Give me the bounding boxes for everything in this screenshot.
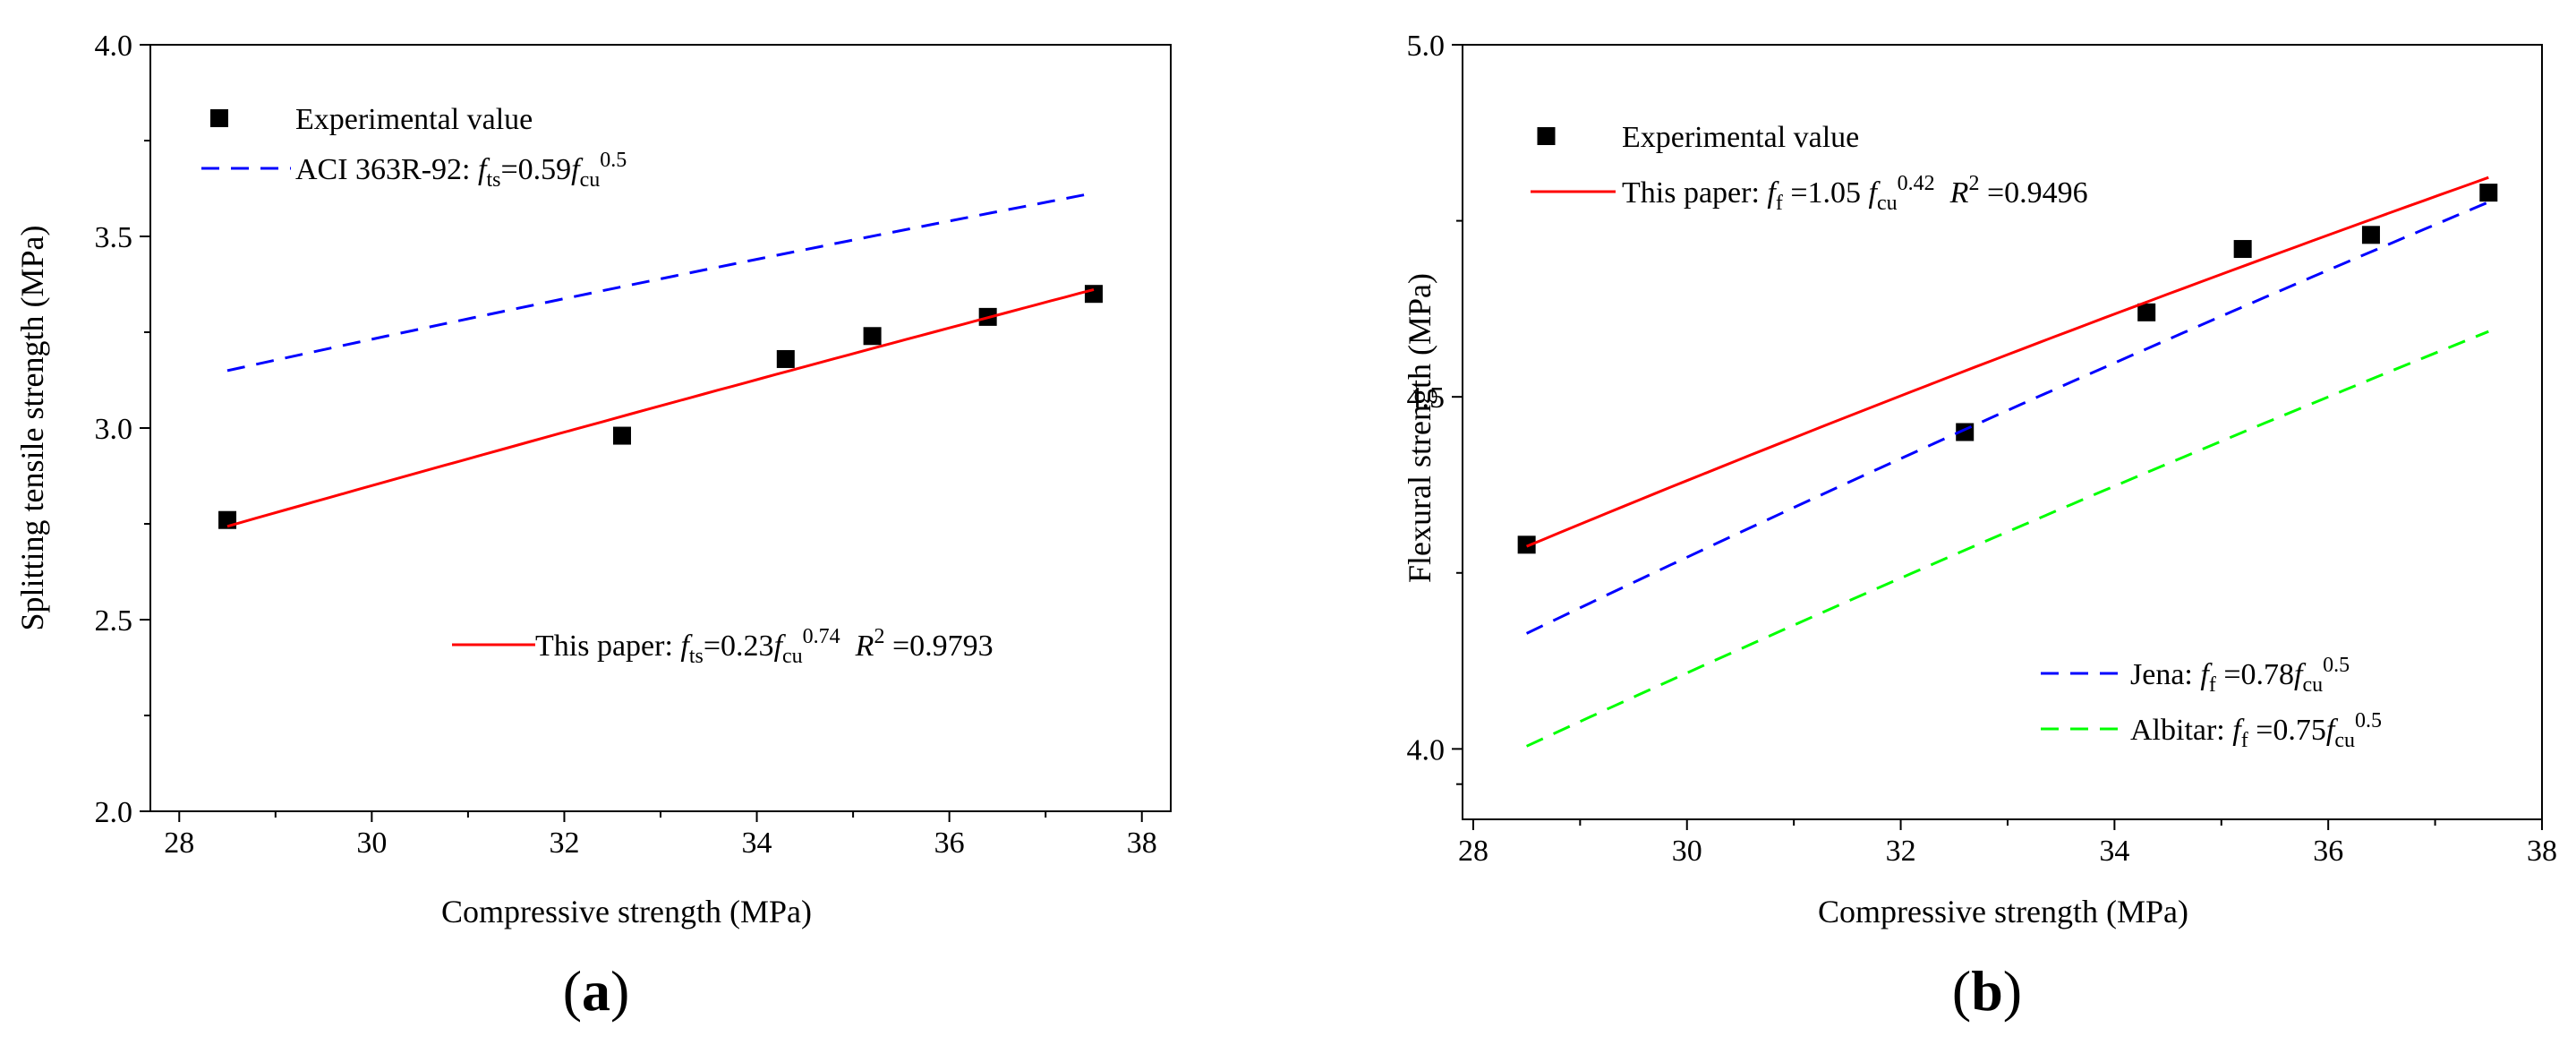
series-line-albitar	[1525, 330, 2489, 748]
legend-label: ACI 363R-92: fts=0.59fcu0.5	[295, 149, 627, 192]
series-line-aci-363r-92	[226, 192, 1095, 373]
plot-frame	[1462, 44, 2543, 820]
x-tick-label: 30	[356, 827, 387, 860]
x-tick-label: 34	[2099, 835, 2129, 868]
legend-label: Experimental value	[1622, 121, 1859, 154]
y-axis-label: Splitting tensile strength (MPa)	[14, 226, 50, 631]
x-tick-label: 36	[934, 827, 965, 860]
y-tick-label: 4.0	[95, 30, 133, 63]
series-line-jena	[1525, 201, 2489, 635]
legend-label: Experimental value	[295, 103, 533, 136]
y-tick-label: 4.5	[1407, 381, 1446, 415]
x-tick-label: 28	[164, 827, 194, 860]
legend-label: This paper: fts=0.23fcu0.74 R2 =0.9793	[535, 625, 994, 668]
x-tick-label: 32	[1886, 835, 1916, 868]
legend-label: This paper: ff =1.05 fcu0.42 R2 =0.9496	[1622, 172, 2088, 215]
y-tick-label: 3.5	[95, 221, 133, 254]
data-point	[1084, 285, 1103, 304]
panel-label: (b)	[1952, 959, 2022, 1023]
data-point	[2361, 226, 2380, 244]
panel-label: (a)	[563, 959, 630, 1023]
y-tick-label: 2.0	[95, 796, 133, 829]
legend-label: Albitar: ff =0.75fcu0.5	[2130, 709, 2382, 752]
legend-item: Albitar: ff =0.75fcu0.5	[2041, 709, 2382, 752]
data-point	[2137, 303, 2156, 321]
x-tick-label: 30	[1672, 835, 1702, 868]
legend-item: This paper: ff =1.05 fcu0.42 R2 =0.9496	[1531, 172, 2088, 215]
y-tick-label: 2.5	[95, 604, 133, 638]
x-tick-label: 38	[2527, 835, 2557, 868]
x-tick-label: 32	[549, 827, 579, 860]
x-tick-label: 36	[2313, 835, 2343, 868]
x-tick-label: 34	[742, 827, 772, 860]
chart-panel-b: 28 30 32 34 36 38 4.0 4.5 5.0 Compressive strengt…	[1402, 30, 2557, 1023]
series-line-this-paper	[1526, 176, 2489, 548]
data-point	[863, 327, 882, 346]
data-point	[2233, 240, 2252, 259]
legend-item: ACI 363R-92: fts=0.59fcu0.5	[201, 149, 627, 192]
data-point	[776, 349, 795, 368]
x-axis-label: Compressive strength (MPa)	[441, 894, 812, 929]
y-axis-label: Flexural strength (MPa)	[1402, 273, 1437, 583]
legend-item: Experimental value	[1537, 121, 1859, 154]
legend-marker	[1537, 127, 1556, 145]
legend-item: Experimental value	[210, 103, 533, 136]
y-tick-label: 4.0	[1407, 733, 1446, 767]
y-tick-label: 3.0	[95, 413, 133, 446]
x-tick-label: 28	[1458, 835, 1488, 868]
x-tick-label: 38	[1127, 827, 1157, 860]
series-line-this-paper	[226, 287, 1095, 528]
y-tick-label: 5.0	[1407, 30, 1446, 63]
data-point	[2479, 184, 2498, 202]
data-point	[612, 426, 631, 445]
data-point	[1517, 535, 1536, 554]
legend-item: This paper: fts=0.23fcu0.74 R2 =0.9793	[452, 625, 994, 668]
x-axis-label: Compressive strength (MPa)	[1818, 894, 2188, 929]
legend-marker	[210, 109, 228, 127]
legend-label: Jena: ff =0.78fcu0.5	[2130, 654, 2350, 697]
chart-panel-a: 28 30 32 34 36 38 2.0 2.5 3.0 3.5 4.0 Compressive s…	[14, 30, 1172, 1023]
legend-item: Jena: ff =0.78fcu0.5	[2041, 654, 2350, 697]
